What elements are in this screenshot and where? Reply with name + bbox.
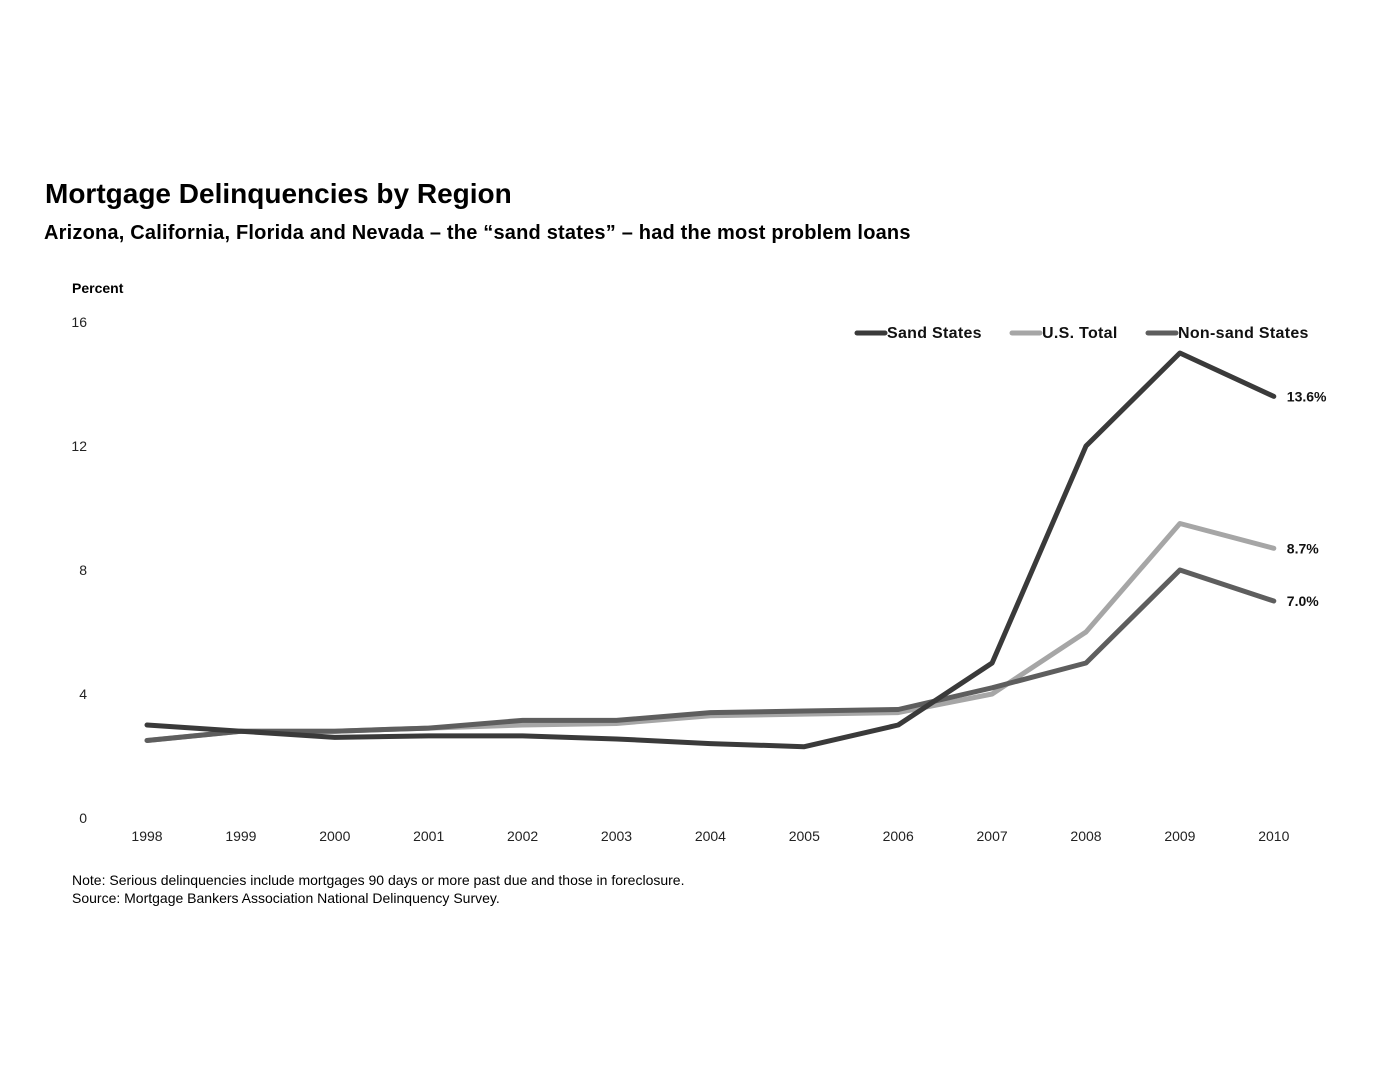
end-value-label: 7.0% <box>1287 593 1319 609</box>
x-tick-label: 1999 <box>225 828 256 844</box>
x-tick-label: 2004 <box>695 828 726 844</box>
legend: Sand States U.S. Total Non-sand States <box>854 325 1309 342</box>
note-text: Note: Serious delinquencies include mort… <box>72 872 685 888</box>
legend-label: Non-sand States <box>1178 325 1309 342</box>
y-tick-label: 16 <box>71 314 87 330</box>
end-value-label: 8.7% <box>1287 540 1319 556</box>
x-tick-label: 1998 <box>131 828 162 844</box>
y-tick-label: 8 <box>79 562 87 578</box>
x-tick-label: 2007 <box>977 828 1008 844</box>
y-tick-label: 12 <box>71 438 87 454</box>
end-value-label: 13.6% <box>1287 388 1327 404</box>
y-tick-label: 0 <box>79 810 87 826</box>
y-axis: 0 4 8 12 16 <box>71 314 87 826</box>
series-line-sand-states <box>144 350 1277 750</box>
chart-notes: Note: Serious delinquencies include mort… <box>72 871 684 907</box>
series-lines <box>144 350 1277 750</box>
y-tick-label: 4 <box>79 686 87 702</box>
legend-label: Sand States <box>887 325 982 342</box>
series-line-non-sand-states <box>144 567 1277 743</box>
x-tick-label: 2001 <box>413 828 444 844</box>
chart-subtitle: Arizona, California, Florida and Nevada … <box>44 222 911 244</box>
x-tick-label: 2002 <box>507 828 538 844</box>
source-text: Source: Mortgage Bankers Association Nat… <box>72 890 500 906</box>
series-line-u-s-total <box>144 521 1277 743</box>
x-tick-label: 2010 <box>1258 828 1289 844</box>
x-tick-label: 2008 <box>1070 828 1101 844</box>
x-tick-label: 2009 <box>1164 828 1195 844</box>
x-tick-label: 2006 <box>883 828 914 844</box>
x-tick-label: 2000 <box>319 828 350 844</box>
y-axis-label: Percent <box>72 280 124 296</box>
legend-label: U.S. Total <box>1042 325 1118 342</box>
end-labels: 13.6% 8.7% 7.0% <box>1287 388 1327 609</box>
chart-title: Mortgage Delinquencies by Region <box>45 178 512 209</box>
x-tick-label: 2005 <box>789 828 820 844</box>
x-tick-label: 2003 <box>601 828 632 844</box>
x-axis: 1998 1999 2000 2001 2002 2003 2004 2005 2006 2007… <box>131 828 1289 844</box>
